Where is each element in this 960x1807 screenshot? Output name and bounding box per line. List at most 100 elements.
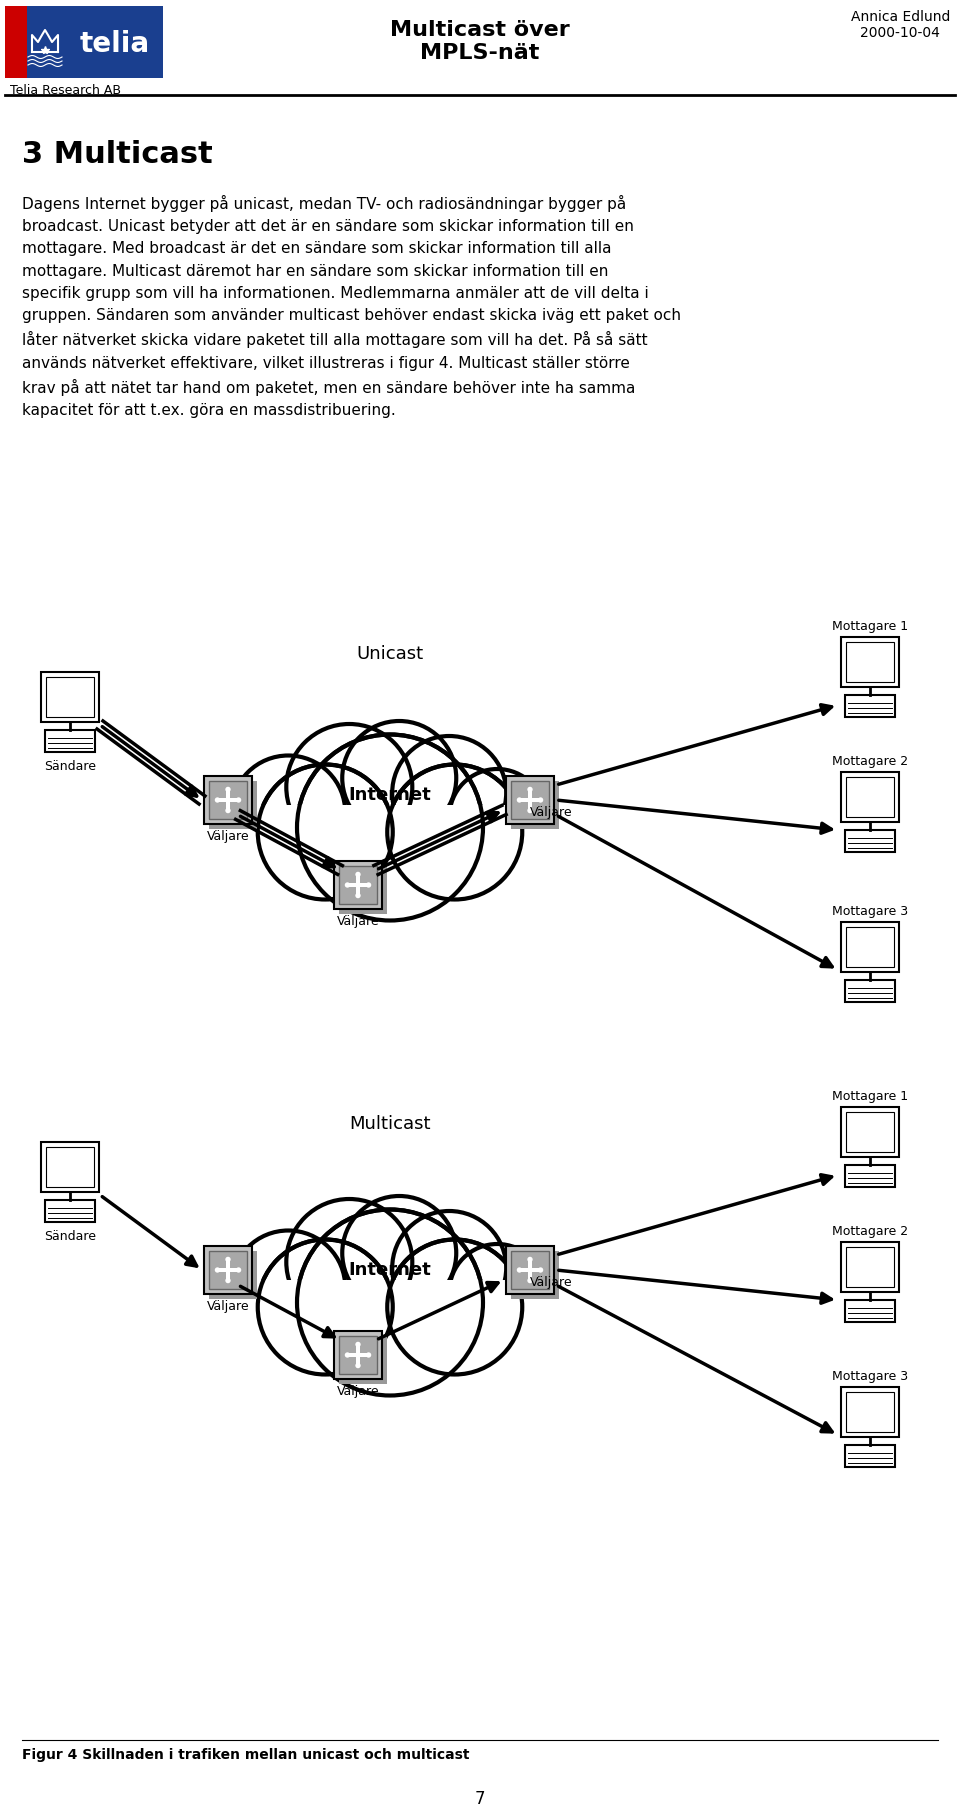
FancyBboxPatch shape [339,1335,377,1373]
FancyBboxPatch shape [846,777,894,817]
FancyBboxPatch shape [528,1259,532,1281]
FancyBboxPatch shape [511,1250,549,1288]
FancyBboxPatch shape [348,1353,369,1357]
FancyBboxPatch shape [845,829,895,851]
Circle shape [215,797,220,802]
FancyBboxPatch shape [841,922,899,972]
Circle shape [366,882,372,887]
Text: Väljare: Väljare [206,1299,250,1314]
FancyBboxPatch shape [846,927,894,967]
FancyBboxPatch shape [217,1269,238,1272]
Circle shape [345,1352,350,1357]
FancyBboxPatch shape [209,1250,257,1299]
FancyBboxPatch shape [5,5,163,78]
FancyBboxPatch shape [841,1241,899,1292]
FancyBboxPatch shape [845,696,895,717]
Text: telia: telia [80,31,150,58]
Text: Dagens Internet bygger på unicast, medan TV- och radiosändningar bygger på
broad: Dagens Internet bygger på unicast, medan… [22,195,681,417]
FancyBboxPatch shape [846,1111,894,1153]
FancyBboxPatch shape [41,1142,99,1193]
FancyBboxPatch shape [841,772,899,822]
Circle shape [516,797,522,802]
Circle shape [527,808,533,813]
Circle shape [516,1267,522,1272]
FancyBboxPatch shape [46,1147,94,1187]
Text: Annica Edlund
2000-10-04: Annica Edlund 2000-10-04 [851,11,950,40]
Circle shape [527,1278,533,1283]
Text: Internet: Internet [348,786,431,804]
FancyBboxPatch shape [204,775,252,824]
FancyBboxPatch shape [356,1344,360,1366]
FancyBboxPatch shape [356,875,360,896]
Text: Väljare: Väljare [337,914,379,929]
FancyBboxPatch shape [45,730,95,752]
Text: Väljare: Väljare [530,806,572,819]
FancyBboxPatch shape [45,1200,95,1222]
FancyBboxPatch shape [846,1247,894,1287]
FancyBboxPatch shape [511,781,549,819]
FancyBboxPatch shape [845,1166,895,1187]
Text: Mottagare 3: Mottagare 3 [832,905,908,918]
Text: Väljare: Väljare [530,1276,572,1288]
FancyBboxPatch shape [339,866,387,914]
FancyBboxPatch shape [841,1388,899,1437]
Circle shape [226,1256,230,1261]
FancyBboxPatch shape [519,799,540,802]
Circle shape [355,1343,361,1348]
FancyBboxPatch shape [209,781,257,829]
Circle shape [355,1362,361,1368]
FancyBboxPatch shape [511,781,559,829]
FancyBboxPatch shape [209,1250,247,1288]
FancyBboxPatch shape [845,979,895,1003]
FancyBboxPatch shape [5,5,27,78]
Circle shape [236,1267,241,1272]
Text: Mottagare 1: Mottagare 1 [832,1090,908,1102]
FancyBboxPatch shape [506,1247,554,1294]
Text: Mottagare 2: Mottagare 2 [832,755,908,768]
Text: Mottagare 3: Mottagare 3 [832,1370,908,1382]
Circle shape [226,1278,230,1283]
FancyBboxPatch shape [846,641,894,681]
FancyBboxPatch shape [46,678,94,717]
Circle shape [527,1256,533,1261]
FancyBboxPatch shape [204,1247,252,1294]
Text: 3 Multicast: 3 Multicast [22,139,213,170]
Text: Multicast över
MPLS-nät: Multicast över MPLS-nät [390,20,570,63]
FancyBboxPatch shape [511,1250,559,1299]
Circle shape [226,808,230,813]
FancyBboxPatch shape [41,672,99,723]
Circle shape [236,797,241,802]
Text: Telia Research AB: Telia Research AB [10,83,121,98]
FancyBboxPatch shape [217,799,238,802]
Text: 7: 7 [475,1791,485,1807]
Circle shape [366,1352,372,1357]
FancyBboxPatch shape [227,1259,230,1281]
FancyBboxPatch shape [209,781,247,819]
Circle shape [538,797,543,802]
FancyBboxPatch shape [845,1299,895,1323]
FancyBboxPatch shape [841,638,899,687]
FancyBboxPatch shape [348,884,369,887]
Text: Sändare: Sändare [44,761,96,773]
Text: Internet: Internet [348,1261,431,1279]
FancyBboxPatch shape [846,1391,894,1431]
Circle shape [538,1267,543,1272]
Circle shape [345,882,350,887]
Circle shape [355,871,361,876]
FancyBboxPatch shape [227,790,230,811]
Text: Väljare: Väljare [206,829,250,844]
Circle shape [226,786,230,791]
Text: Mottagare 2: Mottagare 2 [832,1225,908,1238]
FancyBboxPatch shape [506,775,554,824]
Circle shape [355,893,361,898]
Circle shape [527,786,533,791]
Text: Väljare: Väljare [337,1384,379,1399]
FancyBboxPatch shape [214,804,565,925]
Text: ⬛: ⬛ [43,27,47,33]
Text: Figur 4 Skillnaden i trafiken mellan unicast och multicast: Figur 4 Skillnaden i trafiken mellan uni… [22,1747,469,1762]
FancyBboxPatch shape [841,1108,899,1156]
FancyBboxPatch shape [339,1335,387,1384]
Text: Unicast: Unicast [356,645,423,663]
Text: Multicast: Multicast [349,1115,431,1133]
FancyBboxPatch shape [519,1269,540,1272]
